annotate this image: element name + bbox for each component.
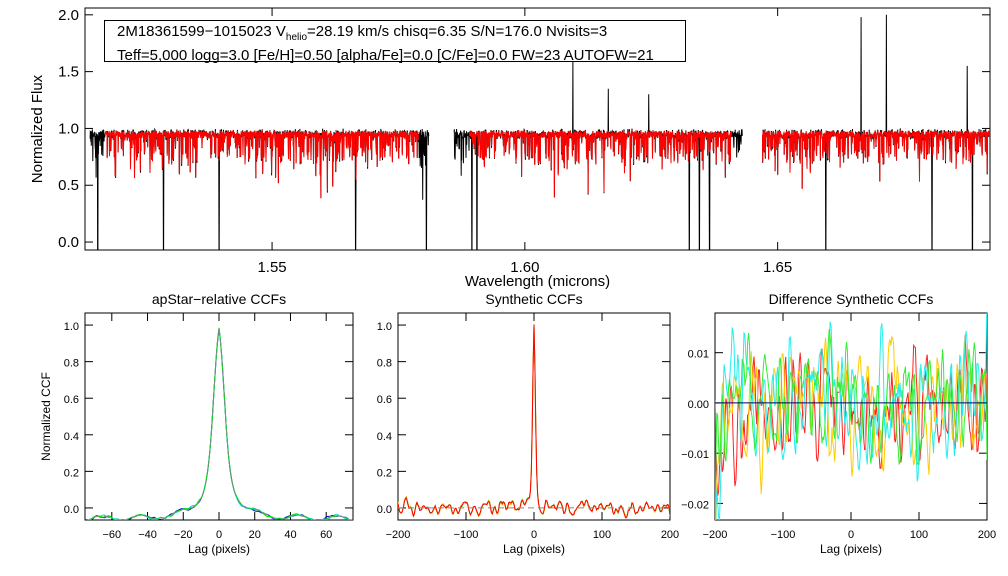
plot-title: Synthetic CCFs bbox=[485, 291, 582, 307]
y-tick-label: 0.01 bbox=[688, 349, 709, 361]
x-tick-label: −200 bbox=[386, 529, 411, 541]
x-tick-label: 1.60 bbox=[510, 259, 539, 276]
info-star: 2M18361599−1015023 V bbox=[117, 23, 286, 40]
info-line-1: 2M18361599−1015023 Vhelio=28.19 km/s chi… bbox=[117, 23, 685, 47]
x-tick-label: 0 bbox=[848, 529, 854, 541]
y-tick-label: 0.0 bbox=[64, 504, 79, 516]
ccf-series-visit3 bbox=[398, 324, 670, 519]
x-tick-label: 200 bbox=[661, 529, 679, 541]
diff-series-d4 bbox=[715, 329, 987, 520]
plot-frame bbox=[84, 312, 354, 521]
y-tick-label: −0.01 bbox=[681, 449, 709, 461]
y-tick-label: 1.0 bbox=[64, 321, 79, 333]
x-tick-label: −100 bbox=[771, 529, 796, 541]
y-tick-label: 2.0 bbox=[58, 7, 79, 24]
y-tick-label: 0.6 bbox=[64, 394, 79, 406]
x-tick-label: 20 bbox=[249, 529, 261, 541]
ccf-series-visit3 bbox=[85, 327, 353, 520]
model-spectrum-chip1 bbox=[104, 129, 419, 199]
x-tick-label: −200 bbox=[703, 529, 728, 541]
x-tick-label: 0 bbox=[216, 529, 222, 541]
observed-spectrum-chip2 bbox=[453, 60, 743, 250]
y-tick-label: 1.0 bbox=[58, 120, 79, 137]
plot-title: apStar−relative CCFs bbox=[152, 291, 286, 307]
y-tick-label: 0.4 bbox=[64, 431, 79, 443]
spectrum-panel: 1.55 1.60 1.65 0.0 0.5 1.0 1.5 2.0 Wavelength (m… bbox=[29, 7, 991, 290]
y-tick-label: 0.4 bbox=[377, 431, 392, 443]
ccf-panel-3: −200 −100 0 100 200 −0.02 −0.01 0.00 0.01 Differe… bbox=[681, 291, 996, 556]
y-tick-label: 0.0 bbox=[377, 504, 392, 516]
x-tick-label: 1.55 bbox=[257, 259, 286, 276]
y-tick-label: 0.5 bbox=[58, 177, 79, 194]
x-axis-label: Lag (pixels) bbox=[188, 542, 250, 556]
x-tick-label: 100 bbox=[910, 529, 928, 541]
y-axis-label: Normalized CCF bbox=[39, 372, 53, 461]
y-tick-label: 1.5 bbox=[58, 64, 79, 81]
x-tick-label: 100 bbox=[593, 529, 611, 541]
info-line-2: Teff=5,000 logg=3.0 [Fe/H]=0.50 [alpha/F… bbox=[117, 47, 654, 64]
x-tick-label: 1.65 bbox=[763, 259, 792, 276]
x-tick-label: −100 bbox=[454, 529, 479, 541]
ccf-panel-2: −200 −100 0 100 200 0.0 0.2 0.4 0.6 0.8 1.0 Synthet… bbox=[377, 291, 679, 556]
ccf-series-visit1 bbox=[398, 324, 670, 518]
info-sub: helio bbox=[285, 32, 308, 43]
y-tick-label: 0.2 bbox=[377, 467, 392, 479]
x-tick-label: −20 bbox=[174, 529, 193, 541]
x-axis-label: Lag (pixels) bbox=[503, 542, 565, 556]
x-axis-label: Wavelength (microns) bbox=[465, 273, 610, 290]
y-tick-label: 0.0 bbox=[58, 234, 79, 251]
ccf-series-visit1 bbox=[85, 329, 353, 520]
ccf-series-visit2 bbox=[88, 327, 352, 520]
x-axis-label: Lag (pixels) bbox=[820, 542, 882, 556]
x-tick-label: −40 bbox=[138, 529, 157, 541]
ccf-series-combined bbox=[86, 327, 352, 520]
info-box: 2M18361599−1015023 Vhelio=28.19 km/s chi… bbox=[104, 20, 686, 64]
y-tick-label: −0.02 bbox=[681, 499, 709, 511]
x-tick-label: 0 bbox=[531, 529, 537, 541]
y-tick-label: 0.6 bbox=[377, 394, 392, 406]
info-params: =28.19 km/s chisq=6.35 S/N=176.0 Nvisits… bbox=[307, 23, 608, 40]
plot-frame bbox=[84, 7, 991, 251]
x-tick-label: 40 bbox=[284, 529, 296, 541]
model-spectrum-chip3 bbox=[762, 128, 990, 190]
x-tick-label: −60 bbox=[102, 529, 121, 541]
y-axis-label: Normalized Flux bbox=[29, 74, 46, 183]
y-tick-label: 0.8 bbox=[377, 358, 392, 370]
y-tick-label: 0.00 bbox=[688, 399, 709, 411]
y-tick-label: 0.8 bbox=[64, 358, 79, 370]
diff-series-d2 bbox=[715, 335, 987, 520]
ccf-panel-1: −60 −40 −20 0 20 40 60 0.0 0.2 0.4 0.6 0.8 1.0 apStar… bbox=[39, 291, 354, 556]
y-tick-label: 0.2 bbox=[64, 467, 79, 479]
model-spectrum-chip2 bbox=[469, 129, 733, 198]
x-tick-label: 60 bbox=[320, 529, 332, 541]
y-tick-label: 1.0 bbox=[377, 321, 392, 333]
plot-title: Difference Synthetic CCFs bbox=[769, 291, 934, 307]
ccf-series-visit2 bbox=[398, 324, 670, 518]
x-tick-label: 200 bbox=[978, 529, 996, 541]
